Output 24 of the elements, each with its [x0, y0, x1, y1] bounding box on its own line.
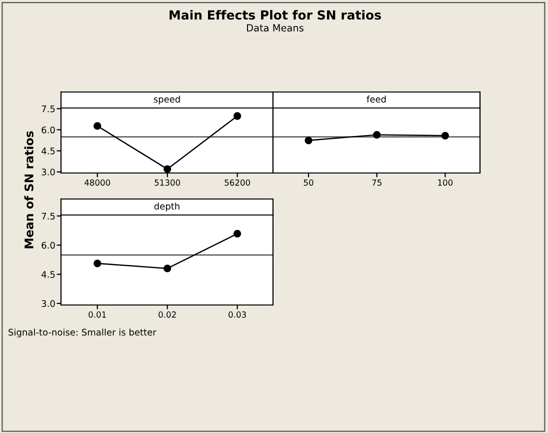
y-tick-label: 7.5: [42, 212, 55, 220]
text: Signal-to-noise: Smaller is better: [8, 328, 156, 338]
y-tick-label: 3.0: [42, 300, 55, 308]
x-tick-label: 0.02: [158, 311, 176, 318]
y-tick-label: 6.0: [42, 126, 55, 134]
y-tick-label: 4.5: [42, 148, 55, 154]
x-tick-label: 50: [304, 179, 314, 186]
y-tick-label: 3.0: [42, 168, 55, 176]
x-tick-label: 51300: [154, 179, 180, 186]
chart-title: depth: [154, 202, 180, 212]
x-tick-label: 56200: [224, 179, 250, 186]
text: Data Means: [247, 24, 304, 32]
x-tick-label: 75: [372, 180, 382, 186]
x-tick-label: 0.03: [228, 311, 246, 318]
x-tick-label: 100: [438, 179, 453, 186]
x-tick-label: 0.01: [88, 311, 106, 318]
y-tick-label: 6.0: [42, 242, 55, 249]
y-tick-label: 4.5: [42, 271, 55, 278]
text: Main Effects Plot for SN ratios: [170, 10, 381, 20]
x-tick-label: 48000: [84, 179, 110, 186]
y-tick-label: 7.5: [42, 106, 55, 112]
chart-title: feed: [366, 96, 386, 103]
text: Mean of SN ratios: [24, 131, 34, 248]
chart-title: speed: [154, 96, 180, 104]
